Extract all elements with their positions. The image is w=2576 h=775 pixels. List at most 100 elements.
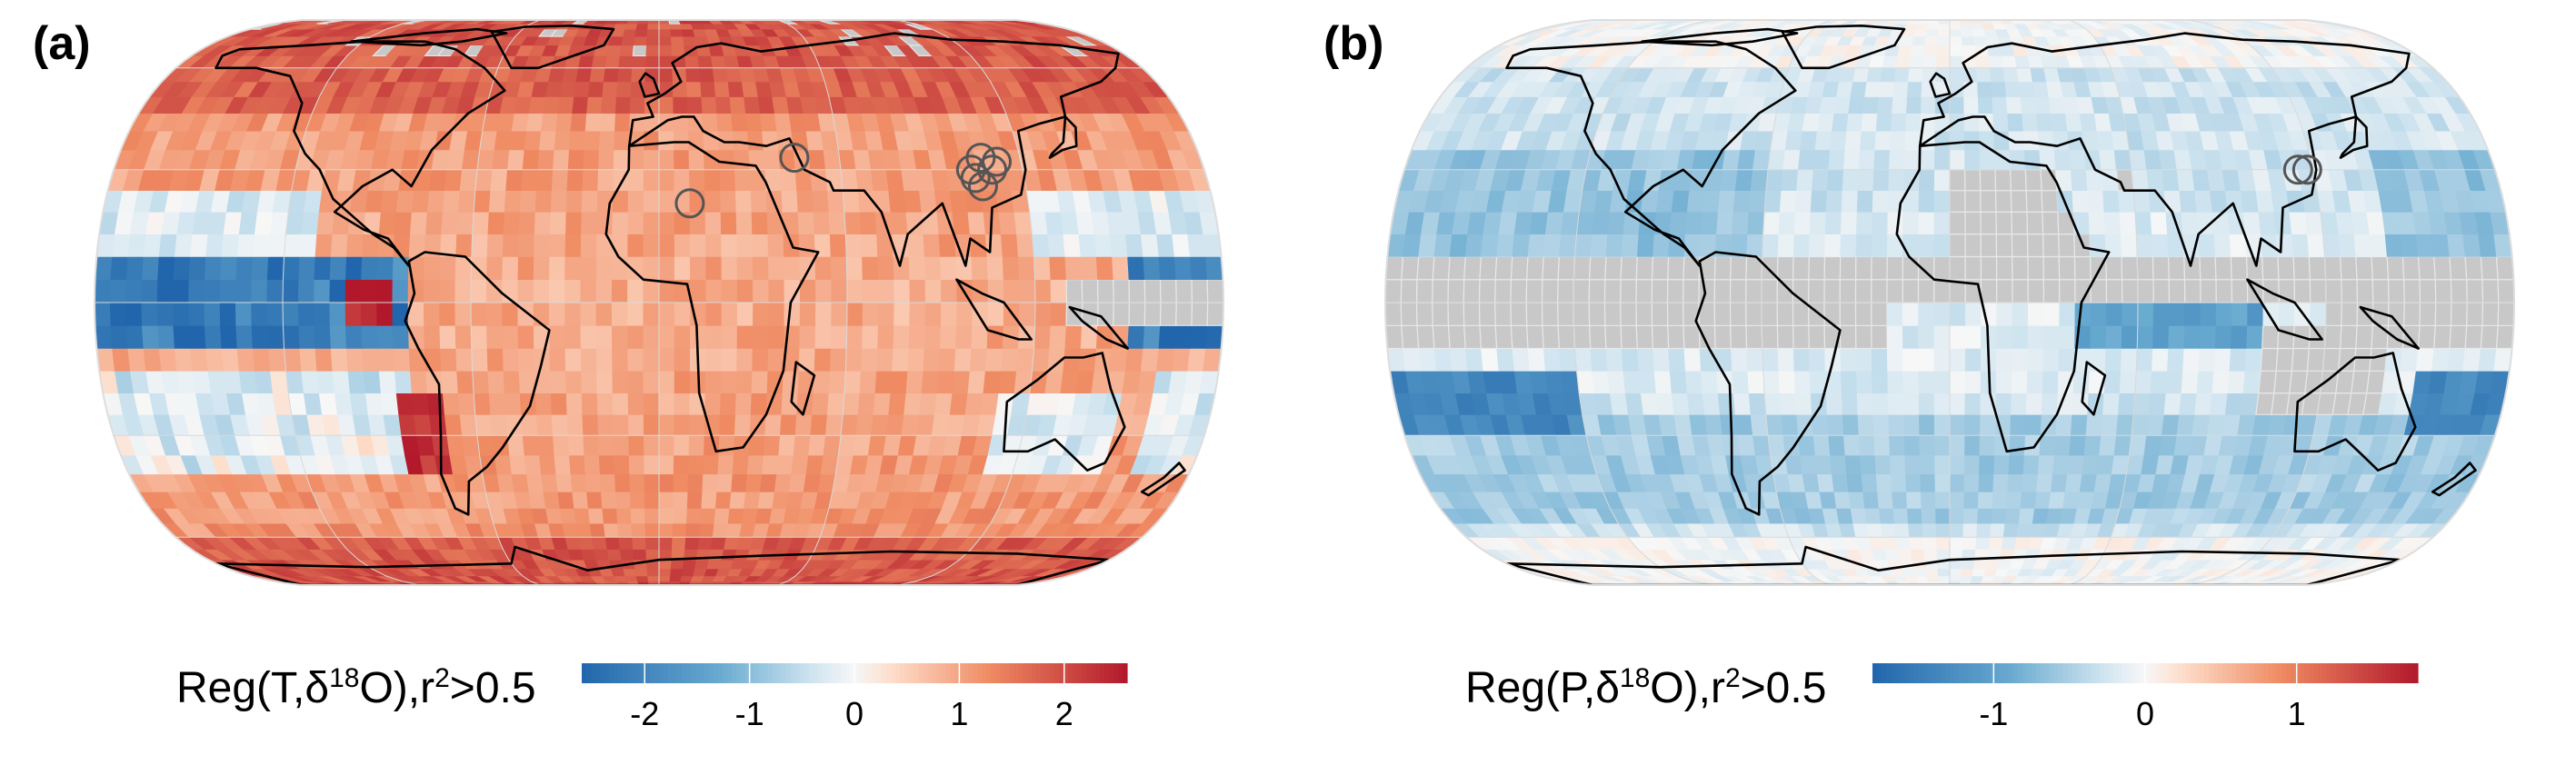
grid-cell — [2016, 67, 2033, 83]
grid-cell — [456, 371, 474, 393]
grid-cell — [1871, 324, 1888, 350]
grid-cell — [674, 233, 691, 257]
graticule — [95, 20, 1223, 585]
grid-cell — [1403, 348, 1422, 372]
grid-cell — [285, 212, 305, 234]
grid-cell — [205, 348, 225, 372]
grid-cell — [2042, 211, 2060, 235]
grid-cell — [2011, 392, 2028, 415]
grid-cell — [1902, 371, 1920, 393]
grid-cell — [1666, 302, 1684, 326]
grid-cell — [844, 371, 862, 393]
grid-cell — [502, 348, 520, 372]
grid-cell — [2135, 233, 2153, 257]
grid-cell — [591, 536, 608, 550]
grid-cell — [2260, 347, 2279, 372]
grid-cell — [1963, 492, 1980, 509]
grid-cell — [645, 549, 660, 561]
grid-cell — [705, 348, 723, 372]
grid-cell — [235, 279, 253, 303]
grid-cell — [628, 414, 644, 436]
grid-cell — [251, 325, 269, 349]
grid-cell — [594, 549, 610, 561]
grid-cell — [698, 522, 715, 538]
grid-cell — [1809, 371, 1827, 393]
grid-cell — [1812, 434, 1831, 456]
coastline — [955, 278, 1033, 341]
grid-cell — [1590, 233, 1608, 257]
grid-cell — [618, 536, 634, 550]
grid-cell — [1962, 536, 1977, 550]
grid-cell — [583, 434, 600, 456]
grid-cell — [1934, 454, 1951, 475]
grid-cell — [2481, 279, 2500, 303]
grid-cell — [565, 212, 583, 234]
grid-cell — [1874, 130, 1892, 151]
grid-cell — [2087, 190, 2105, 213]
grid-cell — [1985, 559, 2001, 570]
grid-cell — [2433, 324, 2452, 350]
grid-cell — [1655, 190, 1675, 213]
grid-cell — [2105, 279, 2123, 303]
grid-cell — [1063, 233, 1082, 257]
grid-cell — [798, 233, 816, 257]
grid-cell — [1889, 434, 1905, 456]
grid-cell — [554, 454, 572, 475]
grid-cell — [1559, 233, 1577, 257]
grid-cell — [2053, 149, 2072, 171]
grid-cell — [597, 414, 614, 436]
grid-cell — [826, 190, 845, 213]
grid-cell — [283, 256, 301, 280]
grid-cell — [2462, 348, 2481, 372]
grid-cell — [2026, 371, 2043, 393]
grid-cell — [1949, 190, 1966, 213]
grid-cell — [2090, 302, 2107, 326]
grid-cell — [1044, 371, 1064, 393]
grid-cell — [564, 302, 582, 326]
coastline — [627, 32, 1120, 267]
grid-cell — [1887, 392, 1904, 415]
grid-cell — [548, 302, 565, 326]
grid-cell — [1173, 256, 1193, 280]
grid-cell — [476, 149, 495, 171]
grid-cell — [842, 190, 861, 213]
grid-cell — [1447, 324, 1466, 350]
grid-cell — [2351, 212, 2371, 234]
grid-cell — [627, 371, 644, 393]
grid-cell — [741, 81, 759, 97]
grid-cell — [1825, 392, 1843, 415]
grid-cell — [613, 414, 629, 436]
grid-cell — [788, 113, 807, 132]
grid-cell — [672, 522, 687, 538]
grid-cell — [2214, 255, 2232, 281]
grid-cell — [705, 256, 723, 280]
grid-cell — [810, 414, 828, 436]
grid-cell — [1704, 169, 1723, 191]
grid-cell — [1651, 279, 1669, 303]
grid-cell — [1909, 55, 1924, 69]
grid-cell — [608, 35, 624, 46]
grid-cell — [1592, 212, 1611, 234]
grid-cell — [2022, 473, 2039, 492]
grid-cell — [1963, 130, 1981, 151]
grid-cell — [940, 302, 958, 326]
grid-cell — [1767, 149, 1786, 171]
grid-cell — [2353, 233, 2372, 257]
grid-cell — [2152, 255, 2170, 281]
grid-cell — [1063, 348, 1082, 372]
grid-cell — [1603, 302, 1622, 326]
grid-cell — [2231, 325, 2248, 349]
grid-cell — [658, 233, 675, 257]
grid-cell — [2433, 255, 2452, 281]
grid-cell — [1915, 575, 1929, 582]
grid-cell — [1607, 371, 1626, 393]
grid-cell — [956, 302, 973, 326]
grid-cell — [658, 536, 674, 550]
grid-cell — [877, 325, 894, 349]
grid-cell — [686, 96, 704, 114]
grid-cell — [1841, 190, 1859, 213]
grid-cell — [299, 348, 317, 372]
grid-cell — [1859, 454, 1877, 475]
grid-cell — [595, 302, 613, 326]
grid-cell — [1902, 233, 1920, 257]
